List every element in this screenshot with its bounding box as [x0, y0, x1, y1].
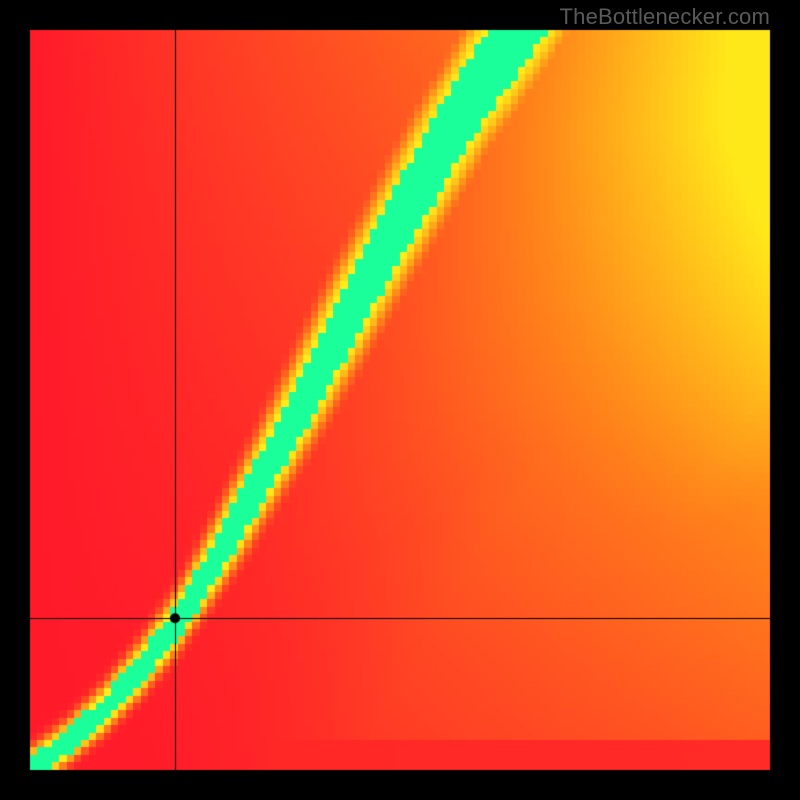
watermark-text: TheBottlenecker.com [560, 4, 770, 30]
bottleneck-heatmap [0, 0, 800, 800]
chart-container: TheBottlenecker.com [0, 0, 800, 800]
